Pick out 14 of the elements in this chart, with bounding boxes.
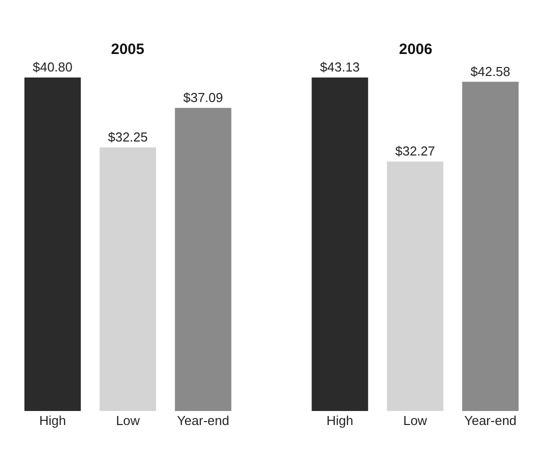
data-label: $40.80 xyxy=(32,60,73,75)
chart-title: 2006 xyxy=(399,41,432,58)
data-label: $43.13 xyxy=(320,60,360,75)
data-label: $32.25 xyxy=(108,129,148,144)
data-label: $32.27 xyxy=(395,144,436,159)
x-tick-label: High xyxy=(326,413,354,428)
x-tick-label: Low xyxy=(116,413,140,428)
data-label: $37.09 xyxy=(183,90,223,105)
x-tick-label: Year-end xyxy=(464,413,517,428)
x-tick-label: Low xyxy=(403,413,428,428)
x-tick-label: High xyxy=(39,413,66,428)
x-tick-label: Year-end xyxy=(176,413,230,428)
chart-title: 2005 xyxy=(111,41,144,58)
data-label: $42.58 xyxy=(470,64,510,79)
